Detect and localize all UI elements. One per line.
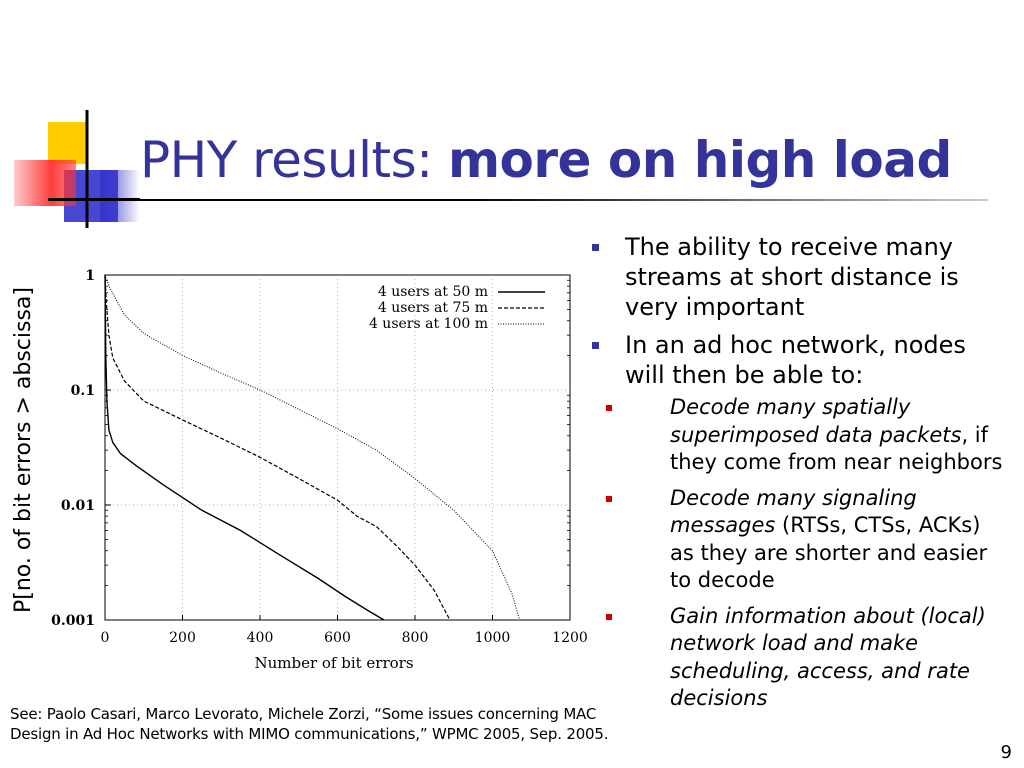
sub-bullet-3: Gain information about (local) network l…: [590, 603, 1010, 713]
square-bullet-icon: [606, 405, 612, 411]
x-tick-label: 1200: [552, 630, 588, 646]
y-axis-label: P[no. of bit errors > abscissa]: [11, 287, 36, 613]
x-tick-label: 200: [169, 630, 196, 646]
x-tick-label: 400: [247, 630, 274, 646]
bit-error-chart: 0 200 400 600 800 1000 1200 1 0.1 0.01 0.001 4 use…: [11, 268, 588, 672]
slide-logo: [14, 110, 140, 228]
series-line-2: [104, 274, 451, 621]
y-tick-label: 0.01: [61, 498, 95, 514]
square-bullet-icon: [606, 495, 612, 502]
slide-title: PHY results: more on high load: [140, 128, 952, 192]
footnote-line-1: See: Paolo Casari, Marco Levorato, Miche…: [10, 705, 597, 723]
x-axis-label: Number of bit errors: [254, 654, 413, 672]
series-line-1: [104, 274, 385, 621]
y-tick-label: 0.001: [51, 613, 95, 629]
title-bold: more on high load: [447, 131, 952, 189]
series-layer: [104, 274, 521, 621]
y-tick-label: 1: [85, 268, 95, 284]
title-underline: [48, 199, 988, 201]
legend-label: 4 users at 100 m: [369, 316, 488, 332]
x-tick-label: 0: [101, 630, 110, 646]
bullet-list: The ability to receive many streams at s…: [590, 232, 1010, 721]
grid-layer: [105, 275, 570, 620]
logo-yellow-square: [48, 122, 88, 164]
chart-legend: 4 users at 50 m4 users at 75 m4 users at…: [369, 284, 545, 332]
x-tick-label: 800: [402, 630, 429, 646]
bullet-1: The ability to receive many streams at s…: [590, 232, 1010, 322]
page-number: 9: [1000, 742, 1012, 763]
square-bullet-icon: [606, 613, 612, 620]
reference-footnote: See: Paolo Casari, Marco Levorato, Miche…: [10, 704, 630, 744]
sub-bullet-1-normal: , if they come from near neighbors: [670, 422, 1003, 475]
legend-label: 4 users at 50 m: [378, 284, 488, 300]
x-tick-label: 1000: [475, 630, 511, 646]
tick-layer: 0 200 400 600 800 1000 1200 1 0.1 0.01 0.001: [51, 268, 588, 646]
sub-bullet-1: Decode many spatially superimposed data …: [590, 394, 1010, 477]
sub-bullet-2-normal: (RTSs, CTSs, ACKs) as they are shorter a…: [670, 513, 988, 592]
sub-bullet-2-italic: Decode many signaling messages: [670, 485, 917, 538]
bullet-2: In an ad hoc network, nodes will then be…: [590, 330, 1010, 713]
title-regular: PHY results:: [140, 131, 448, 189]
sub-bullet-2: Decode many signaling messages (RTSs, CT…: [590, 485, 1010, 595]
x-tick-label: 600: [324, 630, 351, 646]
y-tick-label: 0.1: [71, 383, 95, 399]
sub-bullet-1-italic: Decode many spatially superimposed data …: [670, 395, 962, 447]
bullet-2-text: In an ad hoc network, nodes will then be…: [625, 331, 966, 389]
sub-bullet-3-italic: Gain information about (local) network l…: [670, 603, 986, 711]
series-line-3: [104, 274, 521, 621]
logo-blue-fade: [100, 170, 140, 222]
sub-bullet-list: Decode many spatially superimposed data …: [606, 394, 1010, 713]
footnote-line-2: Design in Ad Hoc Networks with MIMO comm…: [10, 725, 609, 743]
legend-label: 4 users at 75 m: [378, 300, 488, 316]
